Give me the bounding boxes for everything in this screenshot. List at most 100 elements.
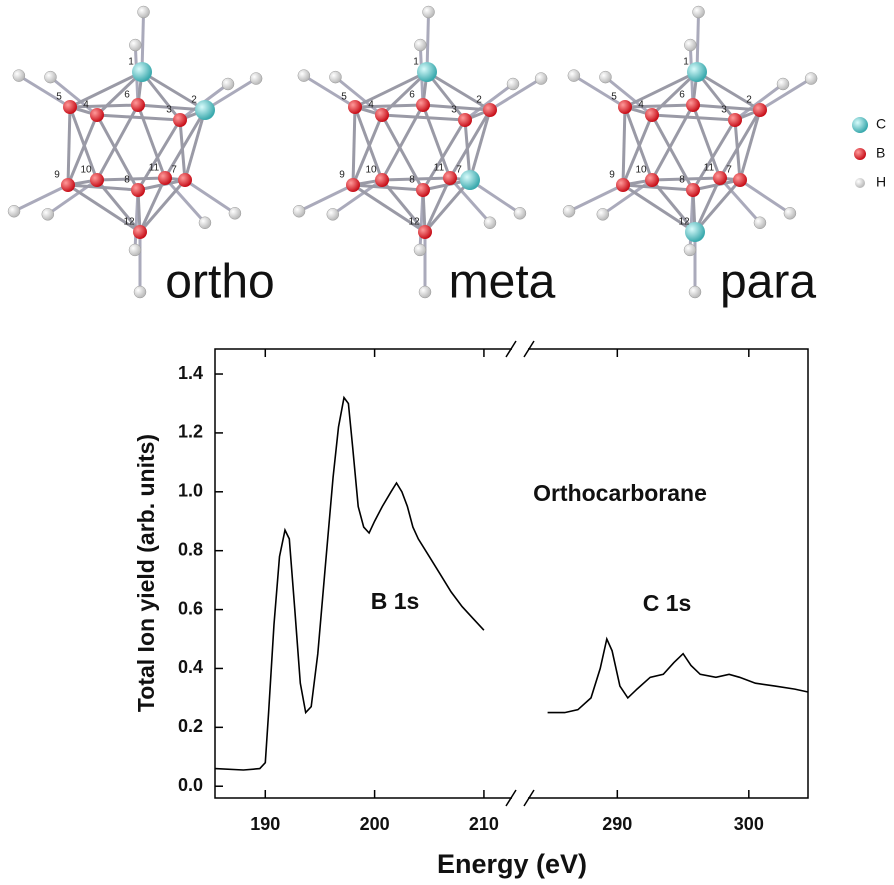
atom-number: 6 [409, 90, 415, 101]
bond [136, 104, 167, 179]
atom-number: 5 [56, 92, 62, 103]
bond [604, 75, 653, 117]
hydrogen-atom [128, 243, 142, 257]
bond [650, 104, 695, 181]
bond [624, 103, 694, 109]
hydrogen-atom [683, 243, 697, 257]
hydrogen-atom [688, 285, 702, 299]
boron-atom [131, 98, 145, 112]
y-axis-label: Total Ion yield (arb. units) [133, 434, 159, 712]
carbon-atom [195, 100, 215, 120]
bond [141, 70, 206, 112]
bond [140, 11, 146, 73]
bond [49, 75, 98, 117]
hydrogen-atom [562, 204, 576, 218]
legend-swatch [855, 178, 865, 188]
hydrogen-atom [297, 69, 311, 82]
atom-number: 11 [149, 163, 160, 174]
axis-break [523, 789, 535, 807]
axis-break [505, 340, 517, 358]
y-tick-label: 0.2 [178, 716, 203, 736]
bond [734, 82, 784, 122]
bond [568, 183, 624, 213]
bond [354, 70, 428, 109]
isomer-name: ortho [165, 256, 274, 309]
bond [68, 106, 99, 181]
bond [573, 74, 626, 109]
hydrogen-atom [596, 208, 610, 221]
bond [651, 176, 721, 182]
bond [464, 82, 514, 122]
boron-atom [348, 100, 362, 114]
hydrogen-atom [483, 216, 497, 230]
hydrogen-atom [44, 70, 57, 84]
hydrogen-atom [753, 216, 767, 230]
atom-number: 3 [166, 105, 172, 116]
bond [381, 176, 451, 182]
hydrogen-atom [422, 5, 435, 19]
boron-atom [713, 171, 727, 185]
hydrogen-atom [414, 38, 427, 52]
bond [351, 114, 384, 186]
x-axis-label: Energy (eV) [437, 849, 587, 879]
atom-number: 2 [746, 95, 752, 106]
atom-number: 12 [408, 217, 420, 228]
bond [380, 70, 429, 117]
atom-number: 9 [609, 170, 615, 181]
bond [695, 11, 701, 73]
bond [421, 189, 427, 233]
bond [739, 178, 791, 215]
hydrogen-atom [221, 77, 235, 91]
boron-atom [173, 113, 187, 127]
bond [178, 119, 187, 181]
bond [163, 177, 207, 224]
atom-number: 10 [80, 165, 92, 176]
legend-swatch [854, 148, 866, 160]
bond [448, 109, 492, 179]
boron-atom [375, 108, 389, 122]
bond [691, 104, 722, 179]
carbon-atom [132, 62, 152, 82]
bond [423, 179, 472, 233]
bond [489, 77, 542, 112]
hydrogen-atom [133, 285, 147, 299]
bond [95, 70, 144, 117]
bond [95, 179, 142, 233]
atom-number: 6 [124, 90, 130, 101]
boron-atom [131, 183, 145, 197]
boron-atom [618, 100, 632, 114]
atom-number: 11 [704, 163, 715, 174]
y-tick-label: 1.4 [178, 363, 203, 383]
plot-frame [214, 348, 809, 799]
y-tick-label: 0.4 [178, 657, 203, 677]
boron-atom [686, 183, 700, 197]
isomer-name: para [720, 256, 816, 309]
carbon-atom [685, 222, 705, 242]
bond [425, 71, 467, 121]
boron-atom [733, 173, 747, 187]
boron-atom [63, 100, 77, 114]
boron-atom [728, 113, 742, 127]
bond [303, 74, 356, 109]
bond [380, 179, 427, 233]
atom-number: 8 [409, 175, 415, 186]
bond [696, 70, 761, 112]
boron-atom [483, 103, 497, 117]
isomer-name: meta [449, 256, 556, 309]
axis-break-gap [512, 346, 528, 352]
annotation: B 1s [371, 588, 420, 614]
bond [624, 70, 698, 109]
y-tick-label: 1.0 [178, 481, 203, 501]
bond [623, 106, 654, 181]
x-tick-label: 290 [602, 814, 632, 834]
spectrum-line [547, 636, 809, 714]
bond [692, 103, 761, 112]
bond [650, 179, 697, 233]
bond [69, 103, 139, 109]
y-tick-label: 1.2 [178, 422, 203, 442]
bond [13, 183, 69, 213]
annotation: Orthocarborane [533, 480, 707, 506]
atom-number: 10 [635, 165, 647, 176]
